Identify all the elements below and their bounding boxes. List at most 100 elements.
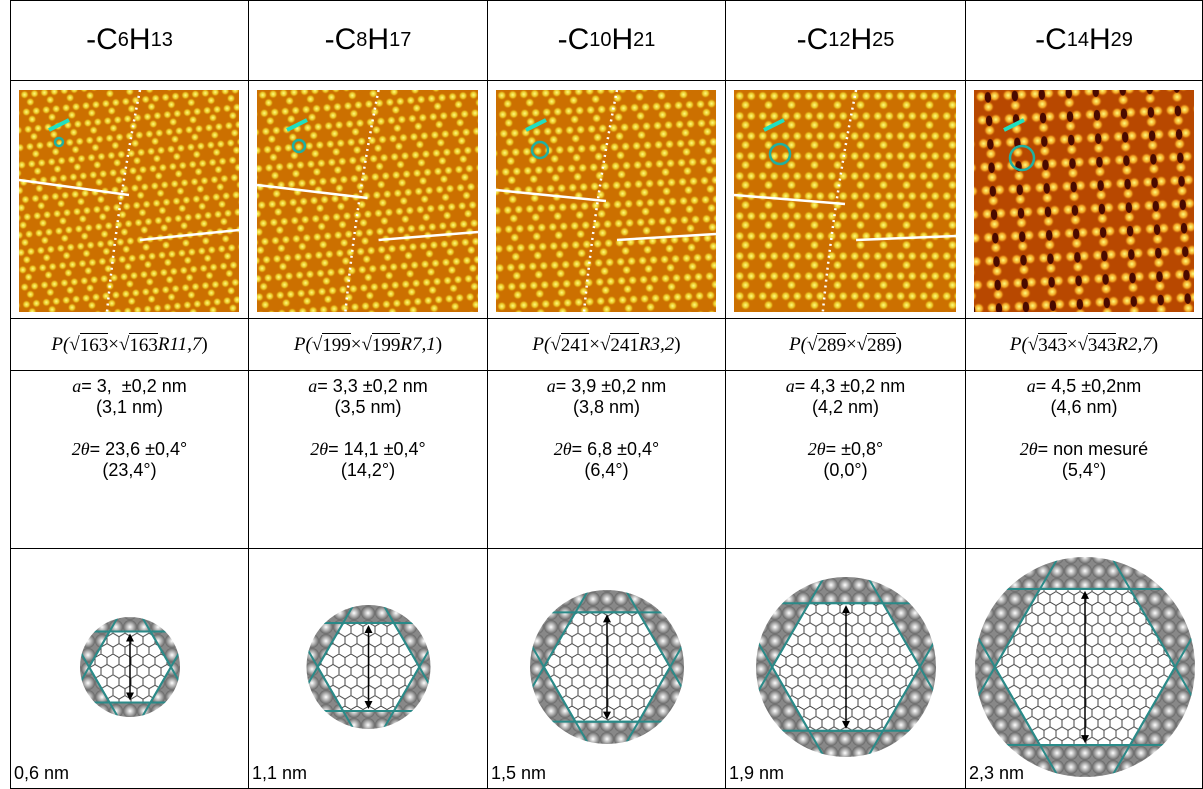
formula: -C 8 H 17 bbox=[249, 0, 487, 80]
line bbox=[763, 118, 785, 132]
g bbox=[756, 577, 936, 757]
a-line: a= 4,3 ±0,2 nm bbox=[726, 376, 965, 397]
circle bbox=[768, 142, 792, 166]
angle-symbol: 2θ bbox=[1019, 439, 1038, 459]
size-label: 2,3 nm bbox=[969, 763, 1025, 783]
line bbox=[856, 234, 956, 242]
a-symbol: a bbox=[546, 376, 556, 396]
illustration bbox=[734, 90, 956, 312]
polygon bbox=[756, 602, 936, 757]
a-value: = 3, ±0,2 nm bbox=[81, 376, 187, 396]
rect bbox=[19, 90, 239, 312]
radical: √ bbox=[807, 334, 818, 355]
formula-c: -C bbox=[324, 23, 357, 56]
illustration bbox=[530, 590, 684, 744]
line bbox=[257, 183, 368, 200]
radical: √ bbox=[1077, 334, 1088, 355]
line bbox=[496, 188, 607, 203]
polygon bbox=[756, 577, 936, 732]
a-calc: (3,5 nm) bbox=[334, 397, 402, 417]
a-symbol: a bbox=[1026, 376, 1036, 396]
radical: √ bbox=[311, 334, 323, 355]
a-calc: (4,2 nm) bbox=[811, 397, 880, 417]
path bbox=[126, 633, 134, 701]
illustration bbox=[306, 605, 431, 729]
size-label: 1,9 nm bbox=[729, 763, 785, 783]
radicand: 199 bbox=[371, 333, 401, 356]
line bbox=[19, 178, 130, 197]
formula-c: -C bbox=[1035, 23, 1067, 56]
notation-close: ) bbox=[435, 334, 443, 355]
formula-m: 29 bbox=[1110, 28, 1133, 51]
a-value: = 3,9 ±0,2 nm bbox=[555, 376, 667, 396]
notation: P(√ 343 × √ 343 R2,7) bbox=[966, 322, 1202, 368]
radicand: 241 bbox=[610, 333, 639, 356]
line bbox=[378, 230, 478, 242]
illustration bbox=[19, 90, 239, 312]
a-line: a= 4,5 ±0,2nm bbox=[966, 376, 1202, 397]
times: × bbox=[350, 334, 362, 355]
a-calc: (3,8 nm) bbox=[572, 397, 641, 417]
circle bbox=[1008, 144, 1036, 172]
column: -C 12 H 25 P(√ 289 × √ 289) a= 4,3 ±0,2 nm (4,2 nm… bbox=[725, 0, 965, 788]
illustration bbox=[496, 90, 716, 312]
formula-m: 13 bbox=[150, 28, 173, 51]
a-value: = 3,3 ±0,2 nm bbox=[317, 376, 428, 396]
polygon bbox=[975, 557, 1195, 746]
notation: P(√ 163 × √ 163 R11,7) bbox=[11, 322, 248, 368]
radicand: 199 bbox=[322, 333, 351, 356]
notation-lead: P( bbox=[293, 334, 312, 355]
a-value: = 4,5 ±0,2nm bbox=[1035, 376, 1142, 396]
formula: -C 14 H 29 bbox=[966, 0, 1202, 80]
notation-lead: P( bbox=[51, 334, 70, 355]
row-line bbox=[10, 548, 1203, 549]
notation-close: ) bbox=[201, 334, 208, 355]
angle-value: = non mesuré bbox=[1037, 439, 1149, 459]
column: -C 14 H 29 P(√ 343 × √ 343 R2,7) a= 4,5 ±0,2nm (4,6… bbox=[965, 0, 1203, 788]
angle-symbol: 2θ bbox=[310, 439, 329, 459]
times: × bbox=[589, 334, 600, 355]
formula: -C 10 H 21 bbox=[488, 0, 725, 80]
radical: √ bbox=[599, 334, 611, 355]
formula: -C 12 H 25 bbox=[726, 0, 965, 80]
formula-h: H bbox=[611, 23, 634, 56]
angle-calc: (0,0°) bbox=[823, 460, 868, 480]
notation: P(√ 199 × √ 199 R7,1) bbox=[249, 322, 487, 368]
polygon bbox=[306, 622, 431, 729]
a-line: a= 3,9 ±0,2 nm bbox=[488, 376, 725, 397]
row-line bbox=[10, 370, 1203, 371]
a-line: a= 3,3 ±0,2 nm bbox=[249, 376, 487, 397]
rect bbox=[257, 90, 478, 312]
radical: √ bbox=[361, 334, 372, 355]
row-line bbox=[10, 80, 1203, 81]
formula-m: 21 bbox=[633, 28, 656, 51]
angle-line: 2θ= ±0,8° bbox=[726, 439, 965, 460]
size-label: 0,6 nm bbox=[14, 763, 70, 783]
angle-line: 2θ= 6,8 ±0,4° bbox=[488, 439, 725, 460]
angle-calc: (6,4°) bbox=[584, 460, 629, 480]
formula-c: -C bbox=[796, 23, 829, 56]
g bbox=[80, 617, 180, 717]
formula: -C 6 H 13 bbox=[11, 0, 248, 80]
column: -C 8 H 17 P(√ 199 × √ 199 R7,1) a= 3,3 ±0,2 nm (3,5… bbox=[248, 0, 487, 788]
radical: √ bbox=[856, 334, 868, 355]
angle-calc: (5,4°) bbox=[1061, 460, 1107, 480]
row-line bbox=[10, 0, 1203, 1]
angle-value: = ±0,8° bbox=[825, 439, 884, 459]
times: × bbox=[108, 334, 119, 355]
angle-symbol: 2θ bbox=[71, 439, 90, 459]
rotation: R11,7 bbox=[157, 334, 202, 355]
illustration bbox=[975, 557, 1195, 777]
circle bbox=[291, 138, 307, 154]
parameters: a= 3,9 ±0,2 nm (3,8 nm) 2θ= 6,8 ±0,4° (6,4°… bbox=[488, 376, 725, 481]
formula-c: -C bbox=[557, 23, 590, 56]
notation-lead: P( bbox=[532, 334, 551, 355]
size-label: 1,1 nm bbox=[252, 763, 308, 783]
parameters: a= 3,3 ±0,2 nm (3,5 nm) 2θ= 14,1 ±0,4° (14,… bbox=[249, 376, 487, 481]
formula-h: H bbox=[128, 23, 151, 56]
parameters: a= 4,5 ±0,2nm (4,6 nm) 2θ= non mesuré (5,4°… bbox=[966, 376, 1202, 481]
a-calc: (4,6 nm) bbox=[1050, 397, 1118, 417]
notation-lead: P( bbox=[789, 334, 807, 355]
angle-calc: (14,2°) bbox=[340, 460, 396, 480]
